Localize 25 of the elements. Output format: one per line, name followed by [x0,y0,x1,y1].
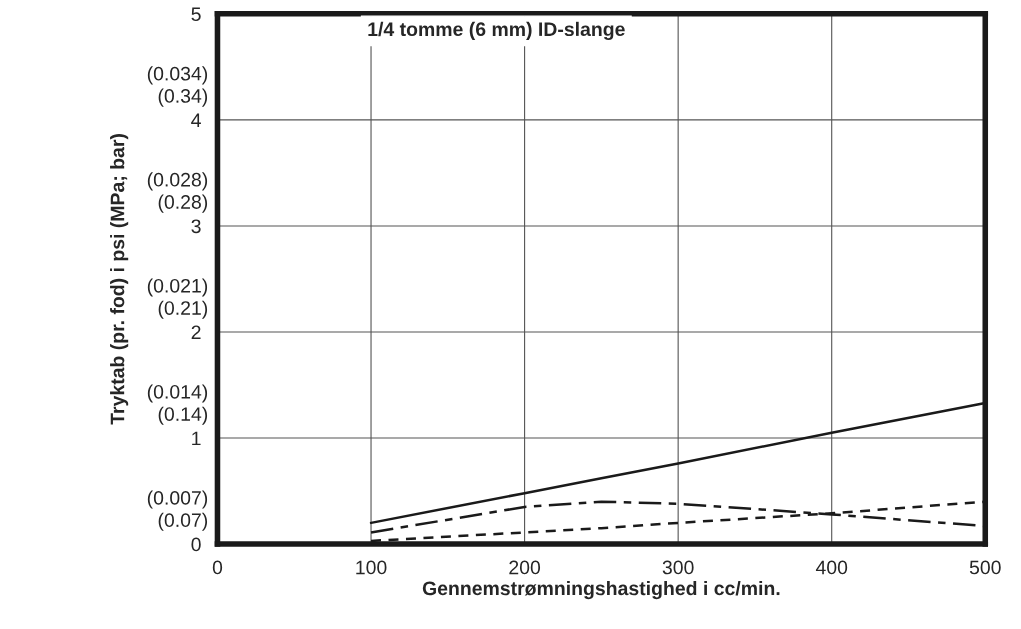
y-tick-label: 5 [191,7,201,22]
x-tick-label: 100 [356,560,387,575]
y-axis-title: Tryktab (pr. fod) i psi (MPa; bar) [110,134,129,425]
y-tick-label: 4 [191,113,201,127]
y-tick-label: 3 [191,219,201,234]
x-tick-label: 300 [662,560,694,575]
text: (0.07) [158,512,208,531]
x-tick-label: 200 [509,560,541,575]
y-tick-label: 2 [191,325,201,340]
text: (0.034) [147,66,208,85]
x-tick-label: 500 [969,560,1001,575]
text: (0.028) [147,172,208,191]
text: (0.014) [147,384,208,403]
x-tick-label: 0 [212,560,223,575]
text: (0.021) [147,278,208,297]
y-tick-label: 1 [192,431,201,446]
x-axis-title: Gennemstrømningshastighed i cc/min. [422,580,780,600]
chart-title: 1/4 tomme (6 mm) ID-slange [368,21,625,40]
text: (0.14) [158,406,208,425]
text: (0.28) [158,194,208,213]
x-tick-label: 400 [815,560,848,575]
text: (0.007) [147,490,208,509]
y-tick-label: 0 [191,537,201,552]
text: (0.21) [158,300,208,319]
text: (0.34) [158,88,208,107]
